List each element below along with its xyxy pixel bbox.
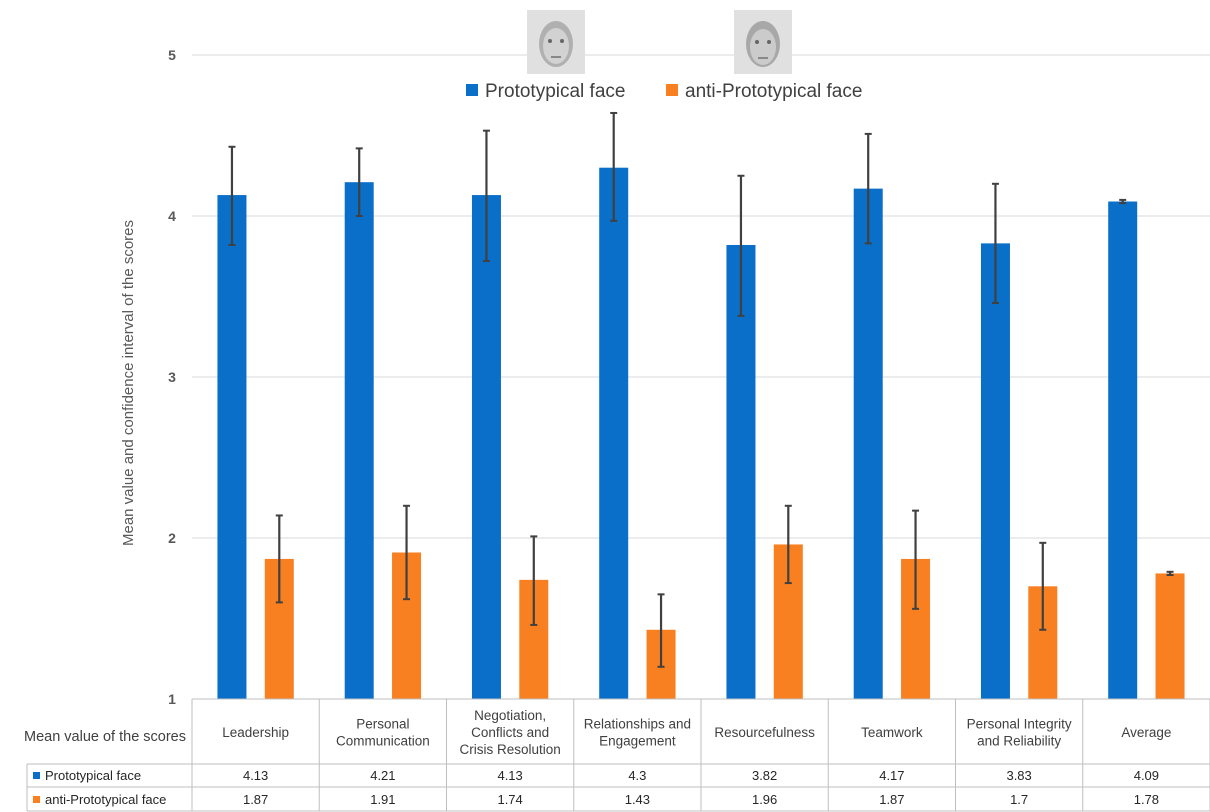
table-header-label: Mean value of the scores xyxy=(24,729,186,745)
table-grid xyxy=(26,698,1210,812)
table-row-swatch xyxy=(33,772,40,779)
bar-prototypical xyxy=(599,167,629,699)
bar-prototypical xyxy=(344,182,374,699)
y-axis-ticks: 1 2 3 4 5 xyxy=(168,47,176,707)
category-label: Personal Integrity xyxy=(967,717,1072,732)
legend-label-prototypical: Prototypical face xyxy=(485,81,625,102)
table-row-label: anti-Prototypical face xyxy=(45,792,166,807)
table-row-swatch xyxy=(33,796,40,803)
error-bar xyxy=(482,129,490,263)
error-bar xyxy=(657,593,665,668)
y-tick-label: 3 xyxy=(168,369,176,385)
category-label: Engagement xyxy=(599,734,676,749)
legend-label-anti-prototypical: anti-Prototypical face xyxy=(685,81,862,102)
table-cell: 1.43 xyxy=(625,792,650,807)
bar-prototypical xyxy=(217,195,247,699)
table-row-labels: Prototypical face anti-Prototypical face xyxy=(33,768,166,807)
table-cell: 1.96 xyxy=(752,792,777,807)
category-label: Resourcefulness xyxy=(714,725,815,740)
legend: Prototypical face anti-Prototypical face xyxy=(466,10,862,102)
error-bar xyxy=(275,514,283,604)
error-bar xyxy=(610,111,618,222)
error-bars xyxy=(228,111,1174,668)
table-cell: 4.13 xyxy=(243,768,268,783)
bar-prototypical xyxy=(853,188,883,699)
category-label: Communication xyxy=(336,734,430,749)
table-cells: 4.13 4.21 4.13 4.3 3.82 4.17 3.83 4.09 1.87 1.91 1… xyxy=(243,768,1159,807)
error-bar xyxy=(864,132,872,245)
error-bar xyxy=(784,504,792,585)
bar-prototypical xyxy=(726,244,756,700)
table-cell: 1.87 xyxy=(243,792,268,807)
category-label: and Reliability xyxy=(977,734,1061,749)
error-bar xyxy=(1039,541,1047,631)
gridlines xyxy=(192,54,1210,700)
table-cell: 4.3 xyxy=(628,768,646,783)
table-cell: 4.13 xyxy=(497,768,522,783)
legend-swatch-anti-prototypical xyxy=(666,84,678,96)
error-bar xyxy=(403,504,411,601)
error-bar xyxy=(737,174,745,317)
bar-prototypical xyxy=(471,195,501,699)
category-label: Negotiation, xyxy=(474,708,546,723)
category-label: Crisis Resolution xyxy=(459,742,560,757)
bar-prototypical xyxy=(980,243,1010,699)
y-tick-label: 2 xyxy=(168,530,176,546)
category-label: Conflicts and xyxy=(471,725,549,740)
prototypical-face-image xyxy=(527,10,585,74)
table-cell: 1.74 xyxy=(497,792,522,807)
anti-prototypical-face-image xyxy=(734,10,792,74)
error-bar xyxy=(228,145,236,246)
category-label: Average xyxy=(1121,725,1171,740)
table-row-label: Prototypical face xyxy=(45,768,141,783)
error-bar xyxy=(530,535,538,626)
bar-prototypical xyxy=(1108,201,1138,699)
category-label: Leadership xyxy=(222,725,289,740)
data-table: Mean value of the scores Leadership Perso… xyxy=(24,698,1210,812)
table-cell: 3.82 xyxy=(752,768,777,783)
y-axis-title: Mean value and confidence interval of th… xyxy=(120,220,137,546)
error-bar xyxy=(355,147,363,217)
table-cell: 3.83 xyxy=(1006,768,1031,783)
bars xyxy=(217,167,1185,700)
y-tick-label: 5 xyxy=(168,47,176,63)
table-cell: 4.09 xyxy=(1134,768,1159,783)
error-bar xyxy=(912,509,920,610)
legend-swatch-prototypical xyxy=(466,84,478,96)
error-bar xyxy=(1166,570,1174,577)
table-cell: 4.17 xyxy=(879,768,904,783)
table-cell: 1.91 xyxy=(370,792,395,807)
table-cell: 1.87 xyxy=(879,792,904,807)
table-cell: 1.7 xyxy=(1010,792,1028,807)
bar-anti-prototypical xyxy=(1155,573,1185,699)
table-cell: 1.78 xyxy=(1134,792,1159,807)
error-bar xyxy=(1119,198,1127,205)
category-label: Teamwork xyxy=(861,725,923,740)
category-labels: Leadership Personal Communication Negotiati… xyxy=(222,708,1171,757)
category-label: Personal xyxy=(356,717,409,732)
table-cell: 4.21 xyxy=(370,768,395,783)
error-bar xyxy=(991,182,999,304)
category-label: Relationships and xyxy=(584,717,691,732)
y-tick-label: 4 xyxy=(168,208,176,224)
y-tick-label: 1 xyxy=(168,691,176,707)
